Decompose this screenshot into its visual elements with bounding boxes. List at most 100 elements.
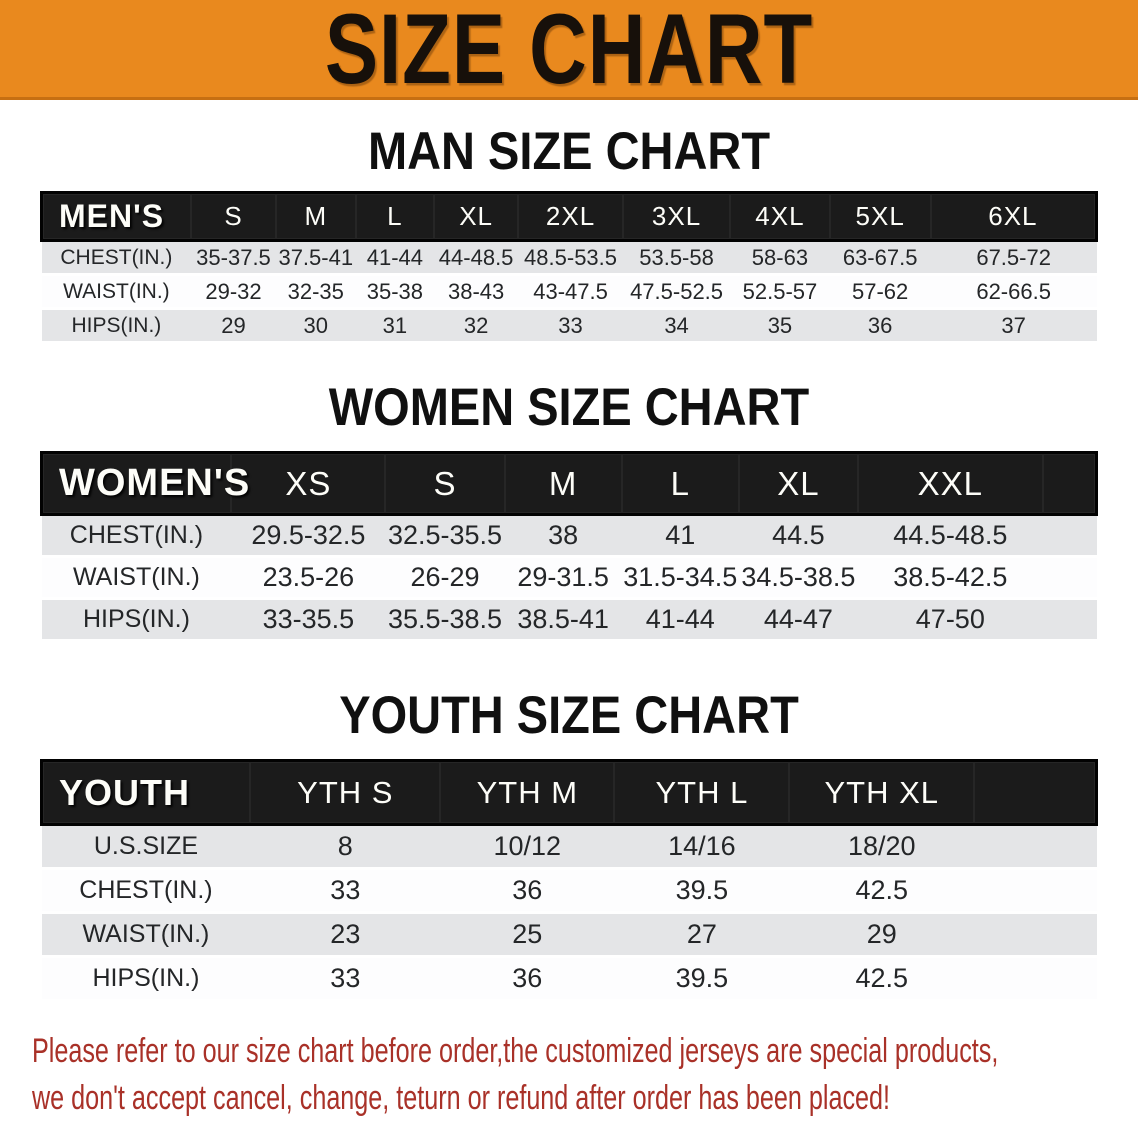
size-chart-banner: SIZE CHART xyxy=(0,0,1138,100)
table-row: HIPS(IN.) 33 36 39.5 42.5 xyxy=(41,955,1097,1002)
spacer-cell xyxy=(974,823,1097,870)
size-value-cell: 44-48.5 xyxy=(433,239,519,276)
spacer-cell xyxy=(1042,597,1097,642)
size-value-cell: 43-47.5 xyxy=(518,273,623,310)
size-value-cell: 33-35.5 xyxy=(231,597,386,642)
table-row: U.S.SIZE 8 10/12 14/16 18/20 xyxy=(41,823,1097,870)
size-value-cell: 41-44 xyxy=(621,597,739,642)
size-value-cell: 30 xyxy=(275,307,356,344)
size-value-cell: 42.5 xyxy=(789,867,975,914)
size-value-cell: 35 xyxy=(730,307,830,344)
column-header: S xyxy=(385,451,505,516)
size-value-cell: 31.5-34.5 xyxy=(621,555,739,600)
table-row: WAIST(IN.) 23 25 27 29 xyxy=(41,911,1097,958)
men-header-row: MEN'S S M L XL 2XL 3XL 4XL 5XL 6XL xyxy=(40,191,1098,242)
size-value-cell: 57-62 xyxy=(829,273,931,310)
size-value-cell: 38 xyxy=(504,513,622,558)
row-label: WAIST(IN.) xyxy=(41,273,192,310)
disclaimer-line-2: we don't accept cancel, change, teturn o… xyxy=(32,1079,890,1117)
size-value-cell: 31 xyxy=(355,307,434,344)
column-header: L xyxy=(355,191,434,242)
table-corner-label: YOUTH xyxy=(40,759,251,826)
row-label: CHEST(IN.) xyxy=(41,867,251,914)
size-value-cell: 35-38 xyxy=(355,273,434,310)
size-value-cell: 25 xyxy=(440,911,615,958)
spacer-cell xyxy=(974,759,1099,826)
size-value-cell: 36 xyxy=(829,307,931,344)
size-value-cell: 27 xyxy=(614,911,790,958)
size-value-cell: 36 xyxy=(440,867,615,914)
column-header: M xyxy=(275,191,356,242)
women-size-chart-heading: WOMEN SIZE CHART xyxy=(328,376,810,437)
size-value-cell: 32.5-35.5 xyxy=(385,513,505,558)
banner-title: SIZE CHART xyxy=(324,0,814,104)
size-value-cell: 34.5-38.5 xyxy=(738,555,858,600)
size-value-cell: 8 xyxy=(250,823,441,870)
column-header: S xyxy=(191,191,276,242)
size-value-cell: 10/12 xyxy=(440,823,615,870)
size-value-cell: 36 xyxy=(440,955,615,1002)
disclaimer-note: Please refer to our size chart before or… xyxy=(32,1028,1138,1122)
youth-header-row: YOUTH YTH S YTH M YTH L YTH XL xyxy=(40,759,1099,826)
column-header: 4XL xyxy=(730,191,830,242)
size-value-cell: 52.5-57 xyxy=(730,273,830,310)
row-label: WAIST(IN.) xyxy=(41,911,251,958)
column-header: 3XL xyxy=(622,191,731,242)
size-value-cell: 32 xyxy=(433,307,519,344)
size-value-cell: 18/20 xyxy=(789,823,975,870)
size-value-cell: 37.5-41 xyxy=(275,239,356,276)
column-header: XXL xyxy=(858,451,1043,516)
table-corner-label: WOMEN'S xyxy=(40,451,249,516)
size-value-cell: 38-43 xyxy=(433,273,519,310)
youth-size-table: YOUTH YTH S YTH M YTH L YTH XL U.S.SIZE 8 10/1… xyxy=(40,759,1099,1002)
column-header: 2XL xyxy=(518,191,623,242)
column-header: 6XL xyxy=(930,191,1098,242)
row-label: CHEST(IN.) xyxy=(41,239,192,276)
size-value-cell: 33 xyxy=(250,867,441,914)
row-label: HIPS(IN.) xyxy=(41,955,251,1002)
size-value-cell: 29.5-32.5 xyxy=(231,513,386,558)
size-value-cell: 67.5-72 xyxy=(930,239,1097,276)
youth-size-chart-heading: YOUTH SIZE CHART xyxy=(339,684,799,745)
size-value-cell: 29 xyxy=(789,911,975,958)
column-header: XL xyxy=(433,191,519,242)
size-value-cell: 35.5-38.5 xyxy=(385,597,505,642)
size-value-cell: 53.5-58 xyxy=(622,239,731,276)
size-value-cell: 62-66.5 xyxy=(930,273,1097,310)
size-value-cell: 41-44 xyxy=(355,239,434,276)
size-value-cell: 44-47 xyxy=(738,597,858,642)
size-value-cell: 58-63 xyxy=(730,239,830,276)
women-size-table: WOMEN'S XS S M L XL XXL CHEST(IN.) 29.5-32.5 32.… xyxy=(40,451,1098,642)
women-header-row: WOMEN'S XS S M L XL XXL xyxy=(40,451,1098,516)
table-row: WAIST(IN.) 29-32 32-35 35-38 38-43 43-47.5 47.… xyxy=(41,273,1097,310)
size-value-cell: 39.5 xyxy=(614,955,790,1002)
size-value-cell: 34 xyxy=(622,307,731,344)
table-row: HIPS(IN.) 33-35.5 35.5-38.5 38.5-41 41-44 44-… xyxy=(41,597,1097,642)
size-value-cell: 44.5-48.5 xyxy=(858,513,1043,558)
size-value-cell: 14/16 xyxy=(614,823,790,870)
row-label: WAIST(IN.) xyxy=(41,555,232,600)
size-value-cell: 47-50 xyxy=(858,597,1043,642)
row-label: CHEST(IN.) xyxy=(41,513,232,558)
size-value-cell: 33 xyxy=(250,955,441,1002)
spacer-cell xyxy=(1042,451,1098,516)
size-value-cell: 29 xyxy=(191,307,276,344)
size-value-cell: 35-37.5 xyxy=(191,239,276,276)
size-value-cell: 23 xyxy=(250,911,441,958)
row-label: HIPS(IN.) xyxy=(41,307,192,344)
table-row: CHEST(IN.) 29.5-32.5 32.5-35.5 38 41 44.5 44.5… xyxy=(41,513,1097,558)
man-size-chart-heading: MAN SIZE CHART xyxy=(367,120,771,181)
size-value-cell: 44.5 xyxy=(738,513,858,558)
spacer-cell xyxy=(974,911,1097,958)
size-value-cell: 26-29 xyxy=(385,555,505,600)
size-value-cell: 48.5-53.5 xyxy=(518,239,623,276)
row-label: HIPS(IN.) xyxy=(41,597,232,642)
size-value-cell: 32-35 xyxy=(275,273,356,310)
column-header: M xyxy=(504,451,622,516)
men-size-table: MEN'S S M L XL 2XL 3XL 4XL 5XL 6XL CHEST(IN.) 35-3… xyxy=(40,191,1098,344)
column-header: XL xyxy=(738,451,858,516)
table-row: WAIST(IN.) 23.5-26 26-29 29-31.5 31.5-34.5 34… xyxy=(41,555,1097,600)
table-row: CHEST(IN.) 35-37.5 37.5-41 41-44 44-48.5 48.5… xyxy=(41,239,1097,276)
row-label: U.S.SIZE xyxy=(41,823,251,870)
table-corner-label: MEN'S xyxy=(40,191,192,242)
